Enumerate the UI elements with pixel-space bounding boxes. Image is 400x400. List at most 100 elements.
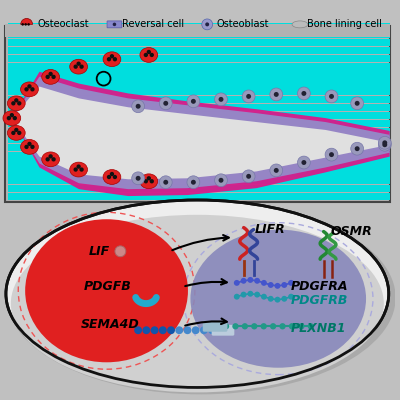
Ellipse shape: [8, 96, 25, 111]
Bar: [8, 168, 390, 176]
Circle shape: [11, 131, 16, 135]
Circle shape: [52, 75, 56, 79]
Circle shape: [159, 97, 172, 110]
Circle shape: [24, 87, 29, 92]
Circle shape: [241, 292, 246, 298]
Circle shape: [289, 323, 295, 330]
Circle shape: [298, 87, 310, 100]
Circle shape: [382, 140, 387, 145]
Circle shape: [150, 179, 154, 184]
Circle shape: [329, 152, 334, 157]
Circle shape: [218, 178, 224, 183]
Circle shape: [191, 180, 196, 185]
Circle shape: [74, 64, 78, 69]
Bar: [8, 112, 390, 119]
Circle shape: [308, 323, 314, 330]
Bar: [8, 120, 390, 127]
Circle shape: [52, 157, 56, 162]
Text: PDGFB: PDGFB: [84, 280, 132, 293]
Ellipse shape: [292, 21, 308, 28]
Circle shape: [246, 174, 251, 179]
Circle shape: [247, 277, 253, 283]
Circle shape: [351, 97, 364, 110]
Circle shape: [13, 116, 17, 120]
Circle shape: [113, 23, 116, 26]
Circle shape: [134, 326, 142, 334]
Circle shape: [113, 175, 117, 179]
Circle shape: [159, 176, 172, 189]
Circle shape: [270, 164, 283, 177]
Bar: [8, 144, 390, 152]
Circle shape: [281, 296, 287, 302]
Circle shape: [202, 19, 213, 30]
Circle shape: [147, 176, 151, 180]
Circle shape: [232, 323, 239, 330]
Circle shape: [378, 138, 391, 151]
Bar: [5, 24, 390, 37]
Circle shape: [288, 280, 294, 286]
Circle shape: [298, 323, 304, 330]
Circle shape: [142, 326, 150, 334]
Polygon shape: [34, 79, 276, 202]
Ellipse shape: [70, 59, 88, 74]
Text: PDGFRA: PDGFRA: [291, 280, 348, 293]
Bar: [8, 184, 390, 192]
Circle shape: [218, 97, 224, 102]
Circle shape: [24, 23, 27, 26]
Circle shape: [270, 323, 276, 330]
Circle shape: [325, 90, 338, 103]
Circle shape: [147, 50, 151, 54]
Circle shape: [76, 62, 81, 66]
Bar: [8, 47, 390, 54]
Circle shape: [46, 75, 50, 79]
Bar: [8, 39, 390, 46]
Circle shape: [46, 157, 50, 162]
Ellipse shape: [140, 174, 158, 189]
Circle shape: [115, 246, 126, 257]
Circle shape: [191, 99, 196, 104]
Circle shape: [187, 95, 200, 108]
Ellipse shape: [3, 111, 21, 126]
Circle shape: [110, 172, 114, 176]
Bar: [8, 136, 390, 143]
Circle shape: [151, 326, 158, 334]
Circle shape: [205, 22, 209, 26]
Bar: [8, 71, 390, 79]
Circle shape: [234, 294, 240, 300]
Circle shape: [200, 326, 208, 334]
Circle shape: [192, 326, 200, 334]
Ellipse shape: [7, 201, 396, 394]
Circle shape: [261, 280, 267, 286]
Bar: [8, 96, 390, 103]
Circle shape: [22, 23, 24, 26]
Bar: [5, 26, 390, 202]
Ellipse shape: [42, 70, 60, 84]
Circle shape: [167, 326, 175, 334]
Circle shape: [223, 323, 229, 330]
Circle shape: [268, 296, 274, 302]
Circle shape: [150, 53, 154, 57]
Ellipse shape: [42, 152, 60, 167]
Text: LIFR: LIFR: [254, 223, 285, 236]
Circle shape: [76, 164, 81, 169]
Circle shape: [136, 104, 140, 109]
Circle shape: [288, 294, 294, 300]
Bar: [8, 23, 390, 30]
Ellipse shape: [8, 126, 25, 140]
Bar: [8, 193, 390, 200]
Circle shape: [254, 292, 260, 298]
Circle shape: [355, 146, 360, 151]
Circle shape: [302, 91, 306, 96]
Circle shape: [14, 98, 18, 102]
Circle shape: [30, 145, 35, 149]
Circle shape: [234, 280, 240, 286]
Circle shape: [74, 167, 78, 172]
Circle shape: [281, 282, 287, 288]
Bar: [8, 63, 390, 70]
Circle shape: [10, 113, 14, 117]
Text: Reversal cell: Reversal cell: [122, 19, 184, 29]
Circle shape: [132, 172, 144, 185]
Bar: [8, 128, 390, 135]
Circle shape: [113, 57, 117, 61]
Circle shape: [17, 101, 22, 106]
